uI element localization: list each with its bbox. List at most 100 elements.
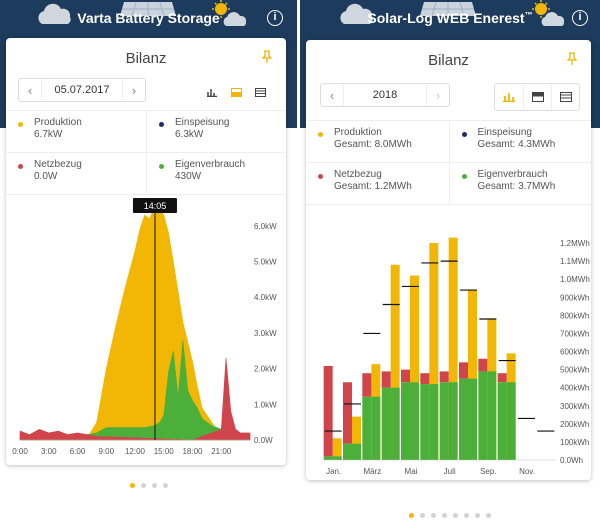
time-tooltip-label: 14:05 [144, 201, 167, 211]
bar-netzbezug [381, 371, 391, 388]
y-tick-label: 500kWh [560, 366, 589, 375]
cloud-icon [541, 12, 565, 26]
bar-netzbezug [401, 369, 410, 383]
view-switcher [494, 83, 580, 111]
y-tick-label: 1.2MWh [560, 239, 590, 248]
bar-chart-icon [207, 88, 217, 97]
table-view-button[interactable] [248, 81, 272, 103]
y-tick-label: 2.0kW [254, 365, 277, 374]
bar-eigenverbrauch [487, 371, 497, 460]
legend-dot [18, 164, 23, 169]
year-display[interactable]: 2018 [343, 84, 427, 106]
cloud-icon [38, 3, 71, 24]
bar-eigenverbrauch [362, 396, 372, 460]
prev-year-button[interactable]: ‹ [329, 87, 335, 103]
bar-netzbezug [497, 373, 507, 383]
page-dot[interactable] [162, 483, 168, 488]
x-tick-label: 21:00 [211, 447, 232, 456]
stat-value: Gesamt: 8.0MWh [334, 139, 412, 150]
pin-icon[interactable] [262, 50, 272, 64]
page-dot[interactable] [151, 483, 157, 488]
page-dot[interactable] [431, 513, 436, 518]
stat-label: Netzbezug [334, 169, 382, 180]
split-view-icon [531, 92, 544, 102]
page-dot[interactable] [475, 513, 480, 518]
bar-eigenverbrauch [448, 382, 458, 460]
bar-netzbezug [420, 373, 430, 385]
page-dot[interactable] [129, 483, 135, 488]
table-view-button[interactable] [551, 84, 579, 110]
stat-netzbezug: Netzbezug Gesamt: 1.2MWh [306, 163, 449, 205]
solarlog-screen: Solar-Log WEB Enerest™ i Bilanz ‹ 2018 › [300, 0, 600, 520]
trademark-mark: ™ [524, 10, 533, 20]
varta-screen: Varta Battery Storage i Bilanz ‹ 05.07.2… [0, 0, 297, 520]
next-year-button[interactable]: › [435, 87, 441, 103]
y-tick-label: 100kWh [560, 438, 589, 447]
stat-label: Netzbezug [34, 159, 82, 170]
next-day-button[interactable]: › [131, 82, 137, 98]
page-dot[interactable] [442, 513, 447, 518]
split-view-button[interactable] [523, 84, 551, 110]
app-title-text: Solar-Log WEB Enerest [367, 10, 525, 26]
y-tick-label: 800kWh [560, 311, 589, 320]
page-dot[interactable] [140, 483, 146, 488]
x-tick-label: 6:00 [70, 447, 86, 456]
info-icon[interactable]: i [572, 10, 588, 26]
page-dot[interactable] [420, 513, 425, 518]
legend-dot [159, 122, 164, 127]
pin-icon[interactable] [567, 52, 577, 66]
x-tick-label: 0:00 [12, 447, 28, 456]
x-tick-label: 12:00 [125, 447, 146, 456]
bar-produktion [332, 438, 342, 460]
page-indicator [300, 513, 600, 518]
solar-panel-icon [420, 1, 476, 17]
y-tick-label: 4.0kW [254, 293, 277, 302]
page-dot[interactable] [409, 513, 414, 518]
x-tick-label: Nov. [519, 467, 535, 476]
bar-netzbezug [459, 362, 468, 379]
sun-icon [532, 0, 550, 18]
stat-label: Eigenverbrauch [175, 159, 246, 170]
page-dot[interactable] [486, 513, 491, 518]
bar-produktion [390, 264, 400, 460]
balance-card: Bilanz ‹ 2018 › Produktion Gesamt: 8 [306, 40, 591, 480]
bar-produktion [448, 237, 458, 460]
info-icon[interactable]: i [267, 10, 283, 26]
stat-label: Produktion [34, 117, 82, 128]
bar-chart-view-button[interactable] [200, 81, 224, 103]
bar-netzbezug [439, 371, 449, 383]
area-chart-icon [230, 87, 242, 97]
y-tick-label: 0.0Wh [560, 456, 583, 465]
y-tick-label: 400kWh [560, 384, 589, 393]
page-dot[interactable] [453, 513, 458, 518]
y-tick-label: 3.0kW [254, 329, 277, 338]
area-chart-view-button[interactable] [224, 81, 248, 103]
bar-netzbezug [478, 358, 488, 372]
stat-value: Gesamt: 3.7MWh [477, 181, 556, 192]
bar-eigenverbrauch [439, 382, 449, 460]
y-tick-label: 600kWh [560, 348, 589, 357]
app-title: Varta Battery Storage [77, 10, 220, 26]
stat-produktion: Produktion Gesamt: 8.0MWh [306, 121, 449, 163]
daily-power-chart[interactable]: 0.0W 1.0kW 2.0kW 3.0kW 4.0kW 5.0kW 6.0kW 0:00 3:… [6, 196, 286, 465]
date-display[interactable]: 05.07.2017 [41, 79, 123, 101]
card-title: Bilanz [125, 50, 167, 67]
x-tick-label: Sep. [480, 467, 496, 476]
y-tick-label: 5.0kW [254, 258, 277, 267]
date-navigator: ‹ 05.07.2017 › [18, 78, 146, 102]
y-tick-label: 700kWh [560, 329, 589, 338]
page-indicator [0, 483, 297, 488]
stat-eigenverbrauch: Eigenverbrauch Gesamt: 3.7MWh [448, 163, 591, 205]
monthly-energy-chart[interactable]: 0.0Wh 100kWh 200kWh 300kWh 400kWh 500kWh 600kW… [306, 220, 591, 480]
prev-day-button[interactable]: ‹ [27, 82, 33, 98]
bar-netzbezug [323, 365, 333, 457]
bar-produktion [352, 416, 361, 460]
x-tick-label: Juli [444, 467, 456, 476]
stat-netzbezug: Netzbezug 0.0W [6, 153, 146, 195]
x-tick-label: 15:00 [154, 447, 175, 456]
bar-produktion [468, 290, 477, 460]
bar-chart-view-button[interactable] [495, 84, 523, 110]
page-dot[interactable] [464, 513, 469, 518]
bar-eigenverbrauch [332, 456, 342, 460]
bar-eigenverbrauch [401, 382, 410, 460]
